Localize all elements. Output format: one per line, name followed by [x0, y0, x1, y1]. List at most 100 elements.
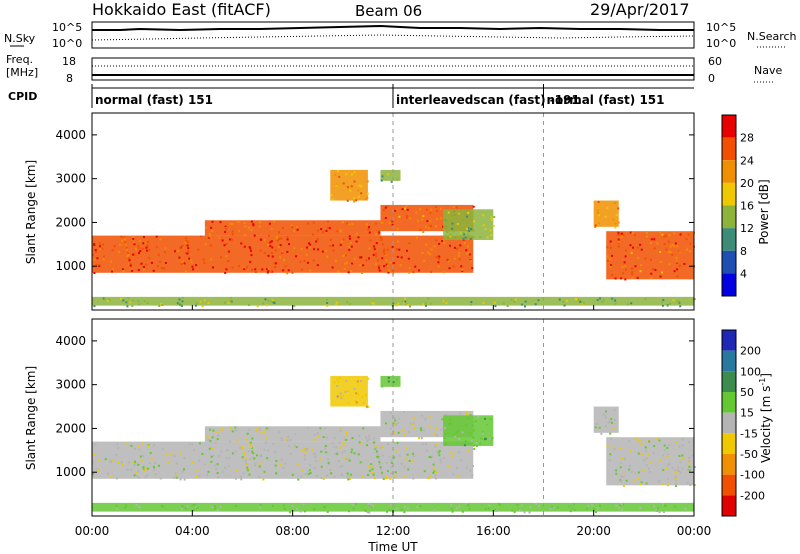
velocity-pixel: [390, 466, 393, 469]
power-pixel: [409, 217, 412, 220]
velocity-pixel: [244, 457, 247, 460]
velocity-pixel: [420, 427, 423, 430]
velocity-pixel: [340, 395, 343, 398]
velocity-pixel: [350, 451, 353, 454]
velocity-pixel: [356, 380, 359, 383]
velocity-pixel: [402, 428, 405, 431]
power-pixel: [614, 222, 617, 225]
velocity-pixel: [658, 439, 661, 442]
power-pixel: [131, 304, 134, 307]
velocity-colorbar-label-end: ]: [759, 373, 773, 378]
velocity-pixel: [283, 504, 286, 507]
velocity-pixel: [693, 466, 696, 469]
velocity-pixel: [275, 459, 278, 462]
velocity-pixel: [368, 511, 371, 514]
power-pixel: [534, 303, 537, 306]
power-pixel: [328, 227, 331, 230]
power-pixel: [392, 262, 395, 265]
velocity-pixel: [607, 421, 610, 424]
velocity-pixel: [423, 429, 426, 432]
velocity-pixel: [586, 507, 589, 510]
power-pixel: [129, 264, 132, 267]
velocity-pixel: [663, 444, 666, 447]
velocity-pixel: [387, 376, 390, 379]
velocity-pixel: [596, 507, 599, 510]
power-pixel: [273, 220, 276, 223]
velocity-pixel: [333, 381, 336, 384]
power-pixel: [316, 229, 319, 232]
velocity-pixel: [345, 431, 348, 434]
velocity-pixel: [407, 468, 410, 471]
velocity-pixel: [466, 413, 469, 416]
velocity-pixel: [304, 458, 307, 461]
power-pixel: [360, 185, 363, 188]
velocity-pixel: [606, 446, 609, 449]
power-pixel: [669, 302, 672, 305]
velocity-pixel: [406, 507, 409, 510]
power-pixel: [471, 209, 474, 212]
power-pixel: [672, 299, 675, 302]
velocity-pixel: [370, 463, 373, 466]
ytick-label: 2000: [55, 421, 86, 435]
power-pixel: [357, 236, 360, 239]
power-pixel: [331, 198, 334, 201]
velocity-pixel: [340, 397, 343, 400]
date-title: 29/Apr/2017: [590, 0, 690, 19]
power-pixel: [631, 276, 634, 279]
power-pixel: [130, 268, 133, 271]
velocity-pixel: [386, 510, 389, 513]
velocity-pixel: [308, 469, 311, 472]
velocity-pixel: [175, 473, 178, 476]
power-pixel: [238, 230, 241, 233]
power-pixel: [460, 265, 463, 268]
power-pixel: [348, 237, 351, 240]
velocity-pixel: [609, 453, 612, 456]
power-pixel: [471, 267, 474, 270]
velocity-pixel: [287, 444, 290, 447]
power-pixel: [307, 242, 310, 245]
freq-label-1: Freq.: [6, 53, 33, 66]
velocity-pixel: [300, 475, 303, 478]
velocity-pixel: [331, 442, 334, 445]
power-pixel: [295, 255, 298, 258]
velocity-pixel: [258, 465, 261, 468]
velocity-pixel: [263, 470, 266, 473]
xtick-label: 16:00: [476, 524, 511, 538]
power-pixel: [615, 214, 618, 217]
power-pixel: [223, 244, 226, 247]
power-pixel: [436, 217, 439, 220]
power-pixel: [152, 269, 155, 272]
power-pixel: [405, 249, 408, 252]
velocity-pixel: [458, 505, 461, 508]
power-pixel: [106, 299, 109, 302]
velocity-pixel: [368, 469, 371, 472]
velocity-pixel: [432, 463, 435, 466]
velocity-pixel: [258, 476, 261, 479]
power-pixel: [355, 232, 358, 235]
velocity-pixel: [412, 422, 415, 425]
velocity-pixel: [243, 452, 246, 455]
velocity-pixel: [224, 466, 227, 469]
power-pixel: [422, 215, 425, 218]
power-pixel: [465, 215, 468, 218]
velocity-pixel: [259, 506, 262, 509]
velocity-pixel: [379, 466, 382, 469]
power-pixel: [675, 257, 678, 260]
velocity-pixel: [396, 507, 399, 510]
velocity-pixel: [259, 503, 262, 506]
colorbar-segment: [722, 433, 736, 454]
power-pixel: [271, 299, 274, 302]
power-pixel: [624, 255, 627, 258]
velocity-pixel: [466, 411, 469, 414]
velocity-pixel: [181, 470, 184, 473]
power-pixel: [594, 226, 597, 229]
velocity-pixel: [142, 468, 145, 471]
power-pixel: [335, 183, 338, 186]
power-pixel: [286, 236, 289, 239]
velocity-pixel: [346, 458, 349, 461]
power-pixel: [622, 234, 625, 237]
colorbar-tick: 28: [740, 132, 754, 145]
velocity-pixel: [284, 438, 287, 441]
